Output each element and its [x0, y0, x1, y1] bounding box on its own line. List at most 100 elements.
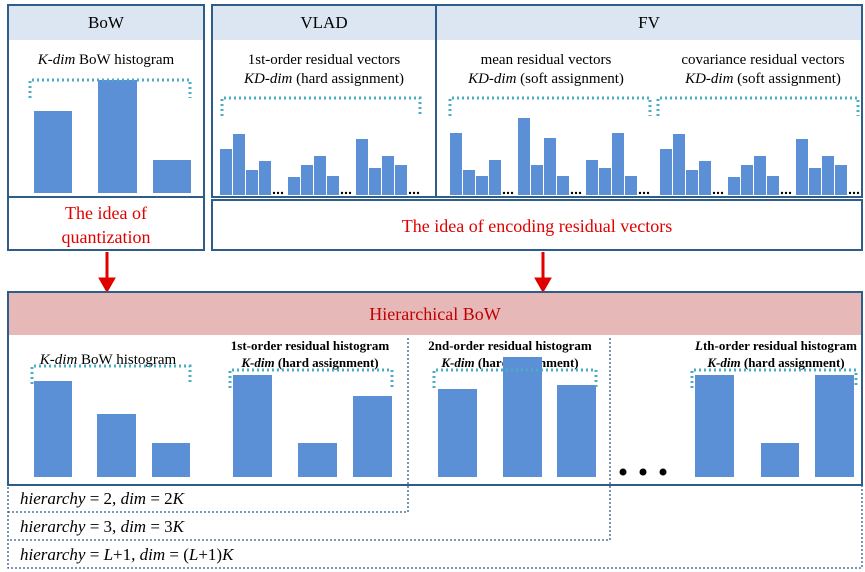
dot	[848, 191, 852, 195]
label-part: dim	[140, 545, 166, 564]
histogram-bar	[809, 168, 821, 195]
dot	[784, 191, 788, 195]
histogram-bar	[395, 165, 407, 195]
bracket	[656, 96, 860, 116]
histogram-bar	[557, 385, 596, 477]
dot	[642, 191, 646, 195]
histogram-bar	[599, 168, 611, 195]
histogram-bar	[438, 389, 477, 477]
h4-dim: K-dim (hard assignment)	[706, 355, 844, 370]
bracket	[448, 96, 652, 116]
hierarchy-frame	[8, 338, 611, 541]
dot	[276, 191, 280, 195]
fv-cov: covariance residual vectors	[681, 52, 844, 68]
quantization-idea: The idea of	[65, 203, 147, 223]
hierarchy-frames	[7, 338, 863, 569]
fv-mean-dim: KD-dim (soft assignment)	[467, 71, 624, 87]
histogram-bar	[369, 168, 381, 195]
histogram-bar	[298, 443, 337, 477]
histogram-bar	[796, 139, 808, 195]
histogram-bar	[612, 133, 624, 195]
vlad-dim: KD-dim (hard assignment)	[243, 71, 404, 87]
histogram-bar	[625, 176, 637, 195]
histogram-bar	[152, 443, 190, 477]
dot	[788, 191, 792, 195]
vlad-fv-box	[211, 4, 863, 198]
histogram-bar	[153, 160, 191, 193]
label-part: K	[221, 545, 235, 564]
label-part: = (	[165, 545, 189, 564]
dot	[646, 191, 650, 195]
hbow-header: Hierarchical BoW	[369, 304, 500, 324]
dot	[570, 191, 574, 195]
dot	[574, 191, 578, 195]
h1-label: K-dim BoW histogram	[39, 352, 177, 368]
histogram-bar	[835, 165, 847, 195]
histogram-bar	[463, 170, 475, 195]
fv-header: FV	[638, 13, 660, 32]
histogram-bar	[489, 160, 501, 195]
dot	[506, 191, 510, 195]
dot	[578, 191, 582, 195]
label-part: = 3,	[85, 517, 120, 536]
dot	[340, 191, 344, 195]
label-part: +1,	[113, 545, 140, 564]
histogram-bar	[815, 375, 854, 477]
dot	[344, 191, 348, 195]
dot	[619, 468, 627, 476]
histogram-bar	[97, 414, 136, 477]
bracket	[30, 364, 192, 384]
histogram-bar	[233, 134, 245, 195]
label-part: L	[103, 545, 113, 564]
histogram-bar	[695, 375, 734, 477]
bracket	[28, 78, 192, 98]
dot	[638, 191, 642, 195]
histogram-bar	[531, 165, 543, 195]
dot	[416, 191, 420, 195]
dot	[852, 191, 856, 195]
histogram-bar	[246, 170, 258, 195]
dot	[412, 191, 416, 195]
histogram-bar	[34, 111, 72, 193]
histogram-bar	[767, 176, 779, 195]
dot	[712, 191, 716, 195]
histogram-bar	[476, 176, 488, 195]
histogram-bar	[98, 80, 137, 193]
bow-header-bg	[8, 5, 204, 40]
arrow-head	[534, 277, 552, 294]
hbow-header-bg	[8, 292, 862, 335]
histogram-bar	[728, 177, 740, 195]
histogram-bar	[518, 118, 530, 195]
label-part: K	[172, 517, 186, 536]
vlad-fv-header-bg	[212, 5, 862, 40]
hierarchy-label: hierarchy = L+1, dim = (L+1)K	[20, 545, 235, 564]
histogram-bar	[382, 156, 394, 195]
dot	[510, 191, 514, 195]
label-part: =	[85, 545, 103, 564]
histogram-bar	[301, 165, 313, 195]
dot	[502, 191, 506, 195]
hierarchy-label: hierarchy = 2, dim = 2K	[20, 489, 186, 508]
bracket	[220, 96, 422, 116]
h2-dim: K-dim (hard assignment)	[240, 355, 378, 370]
bracket	[690, 368, 858, 388]
dot	[272, 191, 276, 195]
arrow-head	[98, 277, 116, 294]
hierarchy-frame	[7, 485, 863, 569]
histogram-bar	[34, 381, 72, 477]
label-part: = 3	[146, 517, 173, 536]
histogram-bar	[288, 177, 300, 195]
hierarchy-label: hierarchy = 3, dim = 3K	[20, 517, 186, 536]
residual-box	[211, 199, 863, 251]
residual-idea: The idea of encoding residual vectors	[402, 216, 672, 236]
histogram-bar	[754, 156, 766, 195]
label-part: K	[172, 489, 186, 508]
hbow-box	[7, 291, 863, 486]
histogram-bar	[450, 133, 462, 195]
label-part: = 2,	[85, 489, 120, 508]
label-part: hierarchy	[20, 545, 86, 564]
h2-title: 1st-order residual histogram	[231, 338, 390, 353]
dot	[856, 191, 860, 195]
dot	[720, 191, 724, 195]
histogram-bar	[220, 149, 232, 195]
